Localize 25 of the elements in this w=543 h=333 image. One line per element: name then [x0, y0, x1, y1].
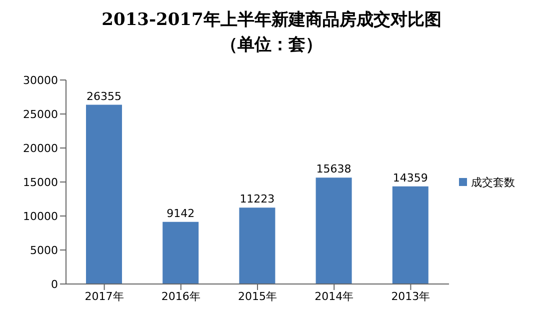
data-label: 15638	[316, 162, 352, 176]
data-label: 26355	[86, 90, 122, 103]
x-tick-label: 2015年	[238, 290, 277, 303]
data-label: 14359	[392, 171, 428, 184]
y-tick-label: 20000	[23, 142, 58, 155]
x-tick-label: 2017年	[84, 290, 124, 303]
legend-label: 成交套数	[471, 176, 515, 188]
x-tick-label: 2016年	[161, 290, 200, 303]
chart-subtitle: （单位：套）	[220, 34, 324, 56]
y-tick-label: 25000	[23, 108, 58, 121]
bar	[392, 186, 428, 284]
data-label: 9142	[166, 206, 195, 220]
x-tick-label: 2014年	[314, 290, 354, 303]
chart-title: 2013-2017年上半年新建商品房成交对比图	[100, 9, 442, 31]
x-tick-label: 2013年	[391, 290, 430, 303]
y-tick-label: 0	[51, 278, 58, 291]
y-tick-label: 5000	[30, 244, 58, 257]
bar	[162, 222, 199, 284]
y-tick-label: 15000	[23, 176, 58, 189]
bar	[86, 104, 122, 284]
bar	[239, 208, 276, 284]
bar	[316, 178, 352, 284]
y-tick-label: 30000	[23, 74, 58, 87]
data-label: 11223	[240, 192, 275, 206]
y-tick-label: 10000	[23, 210, 58, 223]
